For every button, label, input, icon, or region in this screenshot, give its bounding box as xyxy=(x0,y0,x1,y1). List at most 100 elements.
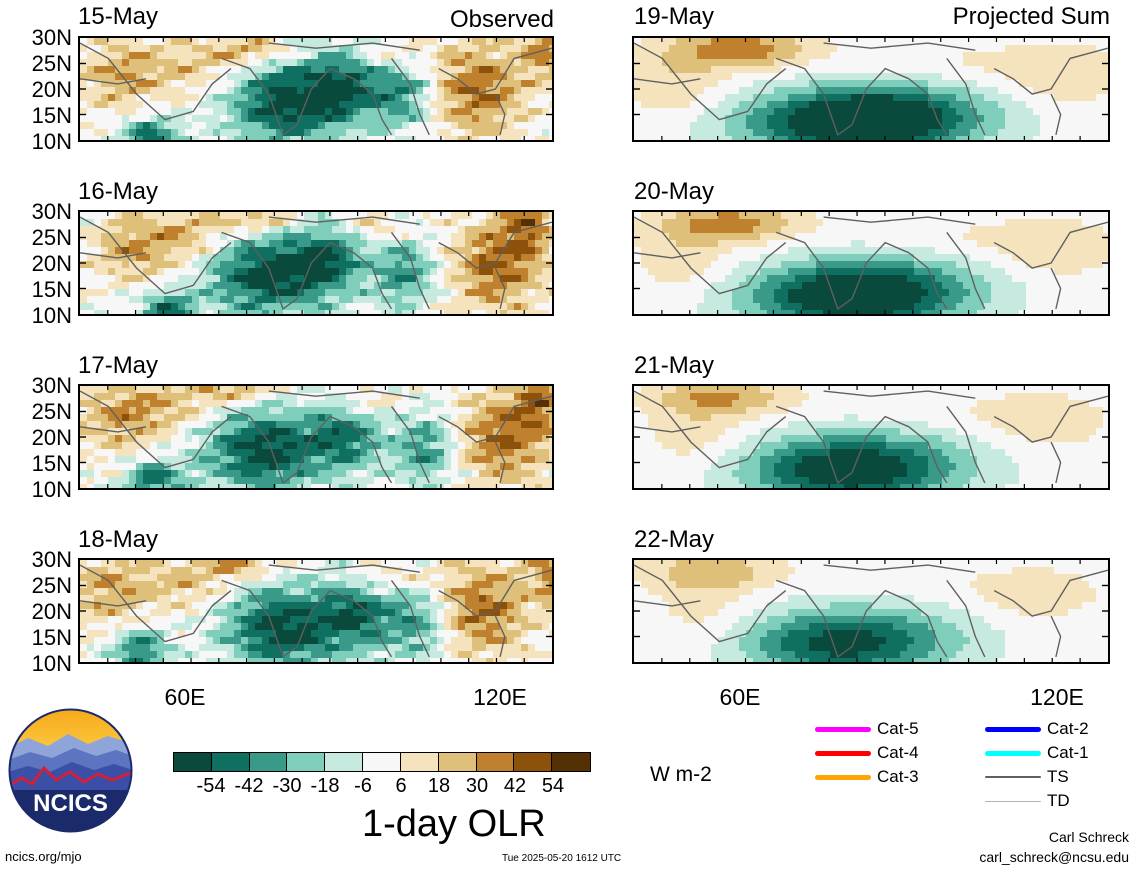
coastline xyxy=(221,579,355,659)
coastline xyxy=(1050,267,1062,310)
date-label-obs-1: 15-May xyxy=(78,3,159,30)
colorbar-units: W m-2 xyxy=(650,763,712,786)
date-label-proj-3: 21-May xyxy=(634,352,715,379)
olr-colorbar xyxy=(173,752,591,772)
footer-email: carl_schreck@ncsu.edu xyxy=(979,849,1129,865)
lat-label: 15N xyxy=(31,103,72,128)
coastline xyxy=(353,426,393,484)
colorbar-tick-label: -54 xyxy=(196,775,226,797)
olr-field xyxy=(80,212,552,314)
coastline xyxy=(946,579,986,658)
coastline xyxy=(268,390,420,399)
olr-field xyxy=(634,212,1108,314)
legend-line-cat-1 xyxy=(985,751,1041,756)
coastline xyxy=(1050,441,1062,484)
colorbar-swatch xyxy=(211,753,250,771)
colorbar-swatch xyxy=(438,753,477,771)
coastline xyxy=(80,600,147,607)
legend-line-cat-4 xyxy=(815,751,871,756)
coastline xyxy=(775,231,910,311)
coastline xyxy=(823,42,976,51)
colorbar-swatch xyxy=(325,753,364,771)
lat-label: 30N xyxy=(31,25,72,50)
observed-olr-map xyxy=(78,558,554,664)
observed-olr-map xyxy=(78,384,554,490)
lat-label: 10N xyxy=(31,477,72,502)
coastline xyxy=(221,57,355,137)
lat-label: 10N xyxy=(31,129,72,154)
olr-field xyxy=(634,386,1108,488)
olr-field xyxy=(80,38,552,140)
ncics-logo-graphic: NCICS xyxy=(8,708,133,833)
legend-label-cat-1: Cat-1 xyxy=(1047,743,1089,762)
lon-label-right-120e: 120E xyxy=(1030,684,1084,710)
coastline xyxy=(80,216,232,295)
footer-timestamp: Tue 2025-05-20 1612 UTC xyxy=(502,853,622,864)
date-label-proj-2: 20-May xyxy=(634,178,715,205)
coastline xyxy=(390,57,430,136)
coastline xyxy=(438,47,552,95)
legend-label-cat-5: Cat-5 xyxy=(877,719,919,738)
colorbar-tick-label: 42 xyxy=(503,775,527,797)
coastline xyxy=(494,441,506,484)
coastline xyxy=(438,395,552,443)
coastline xyxy=(908,252,948,310)
olr-field xyxy=(634,38,1108,140)
coastline xyxy=(80,252,147,259)
legend-label-cat-4: Cat-4 xyxy=(877,743,919,762)
colorbar-swatch xyxy=(174,753,212,771)
coastline xyxy=(221,231,355,311)
logo-wordmark: NCICS xyxy=(33,790,108,817)
coastline xyxy=(908,600,948,658)
projected-olr-map xyxy=(632,36,1110,142)
colorbar-swatch xyxy=(476,753,515,771)
date-label-proj-4: 22-May xyxy=(634,526,715,553)
coastline xyxy=(634,564,787,643)
coastline xyxy=(775,405,910,485)
coastline xyxy=(946,231,986,310)
coastline xyxy=(1050,93,1062,136)
coastline xyxy=(353,600,393,658)
observed-olr-map xyxy=(78,36,554,142)
coastline xyxy=(993,221,1108,269)
colorbar-swatch xyxy=(552,753,590,771)
colorbar-tick-label: -30 xyxy=(272,775,302,797)
coastline xyxy=(80,426,147,433)
olr-field xyxy=(634,560,1108,662)
legend-label-cat-3: Cat-3 xyxy=(877,767,919,786)
coastline xyxy=(390,405,430,484)
colorbar-swatch xyxy=(249,753,288,771)
coastline xyxy=(390,231,430,310)
coastline xyxy=(946,405,986,484)
coastline xyxy=(494,267,506,310)
lat-label: 30N xyxy=(31,199,72,224)
lat-label: 25N xyxy=(31,399,72,424)
legend-line-cat-5 xyxy=(815,727,871,732)
observed-label: Observed xyxy=(449,6,554,33)
coastline xyxy=(908,78,948,136)
lat-label: 25N xyxy=(31,51,72,76)
lat-label: 15N xyxy=(31,277,72,302)
coastline xyxy=(80,564,232,643)
projected-label: Projected Sum xyxy=(952,3,1110,30)
coastline xyxy=(634,252,701,259)
coastline xyxy=(494,615,506,658)
coastline xyxy=(268,216,420,225)
lat-label: 30N xyxy=(31,547,72,572)
date-label-proj-1: 19-May xyxy=(634,3,715,30)
coastline xyxy=(634,216,787,295)
coastline xyxy=(823,390,976,399)
date-label-obs-4: 18-May xyxy=(78,526,159,553)
coastline xyxy=(634,42,787,121)
coastline xyxy=(823,564,976,573)
date-label-obs-3: 17-May xyxy=(78,352,159,379)
colorbar-tick-label: -18 xyxy=(310,775,340,797)
olr-field xyxy=(80,386,552,488)
coastline xyxy=(634,390,787,469)
coastline xyxy=(775,57,910,137)
legend-line-cat-2 xyxy=(985,727,1041,732)
coastline xyxy=(993,47,1108,95)
coastline xyxy=(221,405,355,485)
legend-label-cat-2: Cat-2 xyxy=(1047,719,1089,738)
colorbar-swatch xyxy=(400,753,439,771)
